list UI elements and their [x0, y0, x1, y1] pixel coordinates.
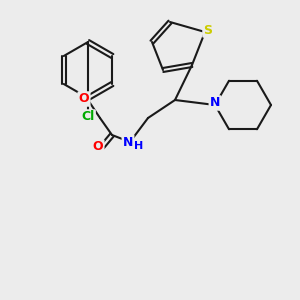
Text: Cl: Cl — [81, 110, 94, 124]
Text: H: H — [134, 141, 144, 151]
Text: O: O — [93, 140, 103, 154]
Text: N: N — [210, 97, 220, 110]
Text: S: S — [203, 23, 212, 37]
Text: N: N — [123, 136, 133, 148]
Text: O: O — [79, 92, 89, 106]
